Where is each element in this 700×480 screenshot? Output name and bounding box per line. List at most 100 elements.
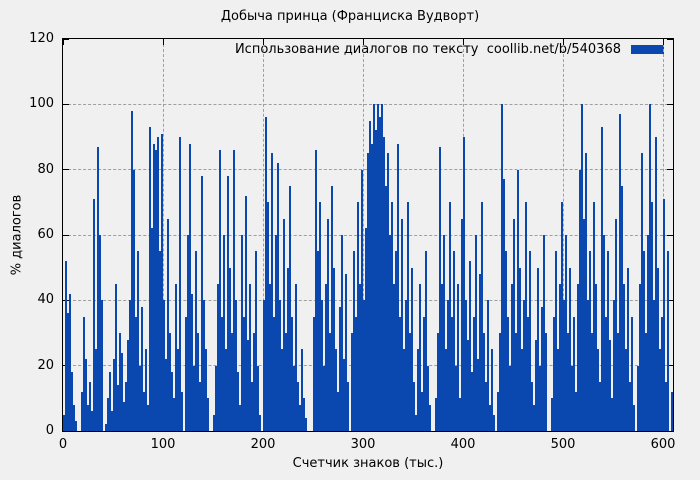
tick-mark-y	[667, 234, 673, 236]
plot-area: Использование диалогов по тексту coollib…	[62, 38, 674, 432]
bar	[647, 235, 649, 431]
bar	[567, 333, 569, 431]
bar	[169, 333, 171, 431]
bar	[89, 382, 91, 431]
bar	[263, 300, 265, 431]
bar	[661, 316, 663, 431]
gridline-y	[63, 103, 673, 105]
bar	[325, 284, 327, 431]
bar	[537, 267, 539, 431]
bar	[533, 404, 535, 431]
bar	[423, 316, 425, 431]
bar	[197, 333, 199, 431]
bar	[233, 150, 235, 431]
bar	[605, 316, 607, 431]
bar	[525, 202, 527, 431]
bar	[73, 404, 75, 431]
bar	[343, 359, 345, 431]
bar	[163, 300, 165, 431]
bar	[581, 104, 583, 431]
bar	[589, 251, 591, 431]
tick-mark-y	[667, 38, 673, 40]
bar	[571, 365, 573, 431]
bar	[69, 293, 71, 431]
bar	[97, 146, 99, 431]
bar	[369, 120, 371, 431]
bar	[607, 251, 609, 431]
bar	[251, 382, 253, 431]
bar	[579, 169, 581, 431]
bar	[327, 218, 329, 431]
x-tick-label: 200	[250, 437, 276, 452]
bar	[371, 143, 373, 431]
bar	[413, 382, 415, 431]
bar	[491, 349, 493, 431]
bar	[559, 284, 561, 431]
tick-mark-x	[162, 39, 164, 45]
bar	[621, 186, 623, 431]
bar	[165, 359, 167, 431]
bar	[123, 401, 125, 431]
bar	[179, 137, 181, 431]
bar	[505, 251, 507, 431]
bar	[601, 127, 603, 431]
bar	[219, 150, 221, 431]
bar	[573, 316, 575, 431]
bar	[313, 316, 315, 431]
bar	[323, 365, 325, 431]
bar	[457, 284, 459, 431]
bar	[443, 235, 445, 431]
bar	[333, 267, 335, 431]
bar	[181, 391, 183, 431]
bar	[267, 202, 269, 431]
tick-mark-y	[63, 103, 69, 105]
bar	[427, 365, 429, 431]
bar	[511, 284, 513, 431]
tick-mark-y	[63, 234, 69, 236]
bar	[189, 143, 191, 431]
bar	[287, 267, 289, 431]
bar	[359, 284, 361, 431]
bar	[347, 382, 349, 431]
bar	[249, 284, 251, 431]
bar	[357, 202, 359, 431]
bar	[275, 235, 277, 431]
bar	[187, 235, 189, 431]
bar	[473, 316, 475, 431]
bar	[477, 359, 479, 431]
bar	[105, 424, 107, 431]
bar	[363, 300, 365, 431]
bar	[555, 251, 557, 431]
bar	[355, 316, 357, 431]
bar	[109, 372, 111, 431]
bar	[185, 316, 187, 431]
bar	[521, 349, 523, 431]
bar	[151, 228, 153, 431]
bar	[247, 339, 249, 431]
bar	[479, 274, 481, 431]
bar	[489, 404, 491, 431]
bar	[447, 300, 449, 431]
bar	[71, 372, 73, 431]
bar	[135, 316, 137, 431]
bar	[643, 251, 645, 431]
bar	[597, 349, 599, 431]
bar	[497, 391, 499, 431]
bar	[401, 218, 403, 431]
bar	[665, 382, 667, 431]
bar	[509, 365, 511, 431]
bar	[373, 104, 375, 431]
bar	[335, 349, 337, 431]
bar	[99, 235, 101, 431]
tick-mark-x	[562, 39, 564, 45]
bar	[381, 104, 383, 431]
bar	[641, 153, 643, 431]
bar	[289, 186, 291, 431]
bar	[115, 284, 117, 431]
bar	[87, 404, 89, 431]
bar	[241, 235, 243, 431]
bar	[367, 153, 369, 431]
bar	[595, 284, 597, 431]
bar	[507, 316, 509, 431]
bar	[599, 382, 601, 431]
